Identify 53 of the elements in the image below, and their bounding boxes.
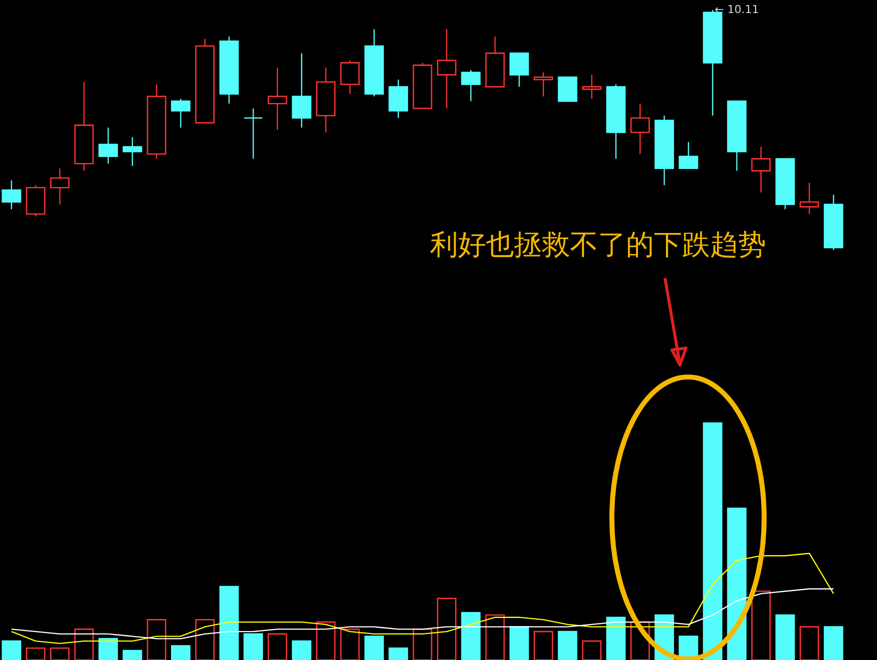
annotation: 利好也拯救不了的下跌趋势 (430, 228, 766, 261)
candlestick (98, 127, 118, 164)
bar (751, 590, 771, 660)
bar (582, 640, 602, 660)
bar (702, 422, 722, 660)
candlestick (388, 79, 408, 119)
candlestick (461, 69, 481, 102)
bar (340, 628, 360, 660)
candlestick (678, 141, 698, 170)
candlestick (534, 72, 554, 97)
bar (146, 619, 166, 660)
bar (775, 614, 795, 660)
bar (364, 636, 384, 660)
bar (485, 614, 505, 660)
bar (824, 626, 844, 660)
bar (606, 616, 626, 660)
candlestick (582, 74, 602, 100)
bar (171, 645, 190, 660)
bar (436, 598, 456, 660)
bar (316, 621, 336, 660)
candlestick (340, 60, 360, 95)
candlestick (2, 180, 22, 210)
candlestick (268, 67, 288, 131)
bar (727, 508, 747, 660)
bar (2, 640, 22, 660)
candlestick (244, 108, 263, 160)
candlestick (122, 136, 142, 167)
candlestick (292, 52, 312, 128)
bar (388, 648, 408, 660)
candlestick (751, 146, 771, 193)
bar (219, 586, 239, 660)
bar (268, 633, 288, 660)
bar (558, 630, 578, 660)
bar (509, 626, 529, 660)
candlestick (50, 168, 70, 205)
bar (122, 650, 142, 660)
bar (74, 628, 94, 660)
bar (534, 630, 554, 660)
bar (412, 628, 432, 660)
bar (244, 633, 263, 660)
bar (50, 648, 70, 660)
bar (292, 640, 312, 660)
candlestick (800, 182, 820, 215)
bar (26, 648, 46, 660)
candlestick (558, 76, 578, 102)
bar (98, 638, 118, 660)
candlestick (509, 52, 529, 88)
candlestick (171, 98, 190, 128)
candlestick (436, 28, 456, 109)
bar (195, 619, 215, 660)
bar (800, 626, 820, 660)
candlestick (630, 103, 650, 155)
bar (461, 612, 481, 660)
